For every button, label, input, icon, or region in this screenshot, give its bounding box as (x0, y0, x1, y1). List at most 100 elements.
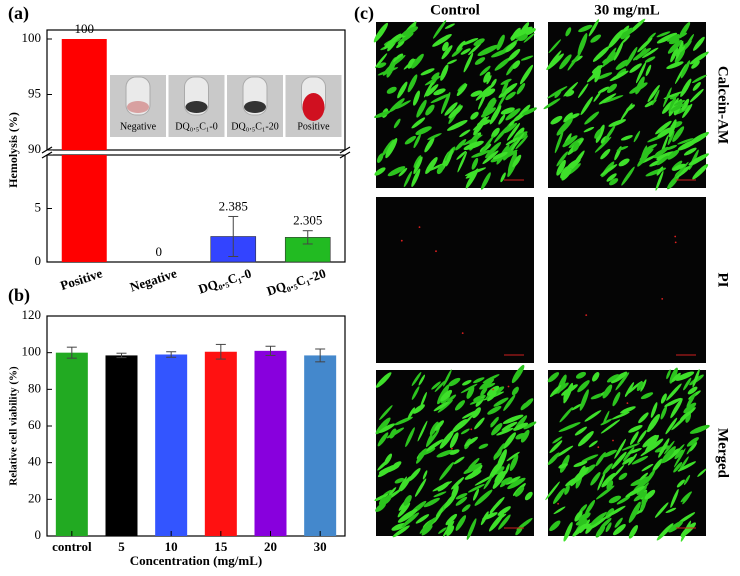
value-label: 2.305 (293, 213, 322, 228)
cell (561, 168, 572, 181)
cell (568, 137, 583, 149)
cell (563, 112, 573, 123)
cell (567, 52, 582, 71)
y-tick-label: 120 (22, 307, 42, 322)
cell (689, 424, 710, 434)
cell (491, 48, 510, 58)
cell (683, 377, 692, 391)
cell (492, 151, 508, 160)
cell (628, 524, 638, 539)
cell (692, 81, 701, 91)
cell (622, 456, 634, 465)
cell (480, 135, 494, 154)
cell (424, 137, 435, 153)
cell (464, 436, 478, 447)
cell (512, 26, 533, 38)
cell (680, 520, 692, 542)
cell (628, 448, 642, 454)
micrograph (548, 197, 706, 363)
cell (613, 41, 624, 61)
cell (628, 501, 641, 523)
cell (400, 476, 411, 492)
cell (668, 119, 677, 138)
cell (577, 380, 590, 393)
cell (548, 39, 562, 54)
cell (388, 487, 397, 497)
cell (377, 457, 391, 471)
cell (516, 518, 533, 531)
cell (591, 372, 600, 382)
cell (512, 154, 522, 168)
cell (673, 448, 686, 468)
cell (635, 61, 647, 84)
tube-content (244, 101, 266, 113)
cell (417, 420, 428, 442)
cell (432, 481, 453, 492)
cell (673, 32, 688, 40)
cell (412, 404, 425, 414)
cell (554, 130, 564, 154)
cell (459, 129, 471, 138)
cell (642, 143, 658, 152)
cell (630, 431, 639, 445)
cell (408, 467, 421, 482)
cell (691, 60, 700, 69)
y-tick-label: 0 (35, 253, 42, 268)
cell (394, 477, 405, 484)
cell (443, 369, 452, 387)
cell (691, 74, 707, 84)
cell (628, 425, 643, 433)
cell (442, 520, 455, 537)
value-label: 100 (75, 21, 95, 36)
cell (374, 167, 386, 176)
cell (507, 477, 526, 490)
cell (418, 374, 426, 386)
cell (647, 438, 664, 452)
cell (590, 512, 607, 526)
cell (600, 418, 613, 426)
cell (503, 432, 516, 449)
cell (609, 70, 629, 82)
cell (644, 434, 659, 454)
y-tick-label: 90 (28, 141, 41, 156)
cell (680, 60, 691, 79)
cell (438, 527, 447, 534)
cell (574, 426, 587, 436)
cell (556, 159, 566, 176)
cell (614, 517, 623, 528)
cell (681, 98, 690, 111)
cell (561, 384, 578, 396)
cell (602, 47, 617, 68)
cell (688, 131, 710, 145)
cell (560, 166, 569, 179)
cell (692, 164, 709, 180)
cell (684, 33, 694, 50)
cell (650, 402, 658, 418)
value-label: 2.385 (219, 198, 248, 213)
cell (395, 100, 411, 109)
cell (376, 62, 387, 69)
cell (602, 410, 610, 425)
cell (548, 50, 562, 68)
cell (672, 163, 686, 171)
cell (621, 443, 640, 451)
cell (486, 75, 492, 85)
y-axis-title: Relative cell viability (%) (8, 366, 20, 486)
cell (508, 48, 521, 61)
cell (692, 369, 700, 388)
cell (515, 135, 528, 150)
cell (375, 372, 392, 388)
cell (483, 476, 493, 490)
cell (612, 524, 626, 536)
axis-break (339, 151, 351, 159)
cell (455, 492, 468, 500)
cell (656, 31, 671, 38)
cell (566, 158, 581, 170)
cell (505, 122, 518, 133)
cell (589, 515, 608, 530)
cell (397, 32, 414, 44)
cell (385, 138, 398, 159)
cell (633, 130, 641, 143)
cell (512, 60, 521, 69)
